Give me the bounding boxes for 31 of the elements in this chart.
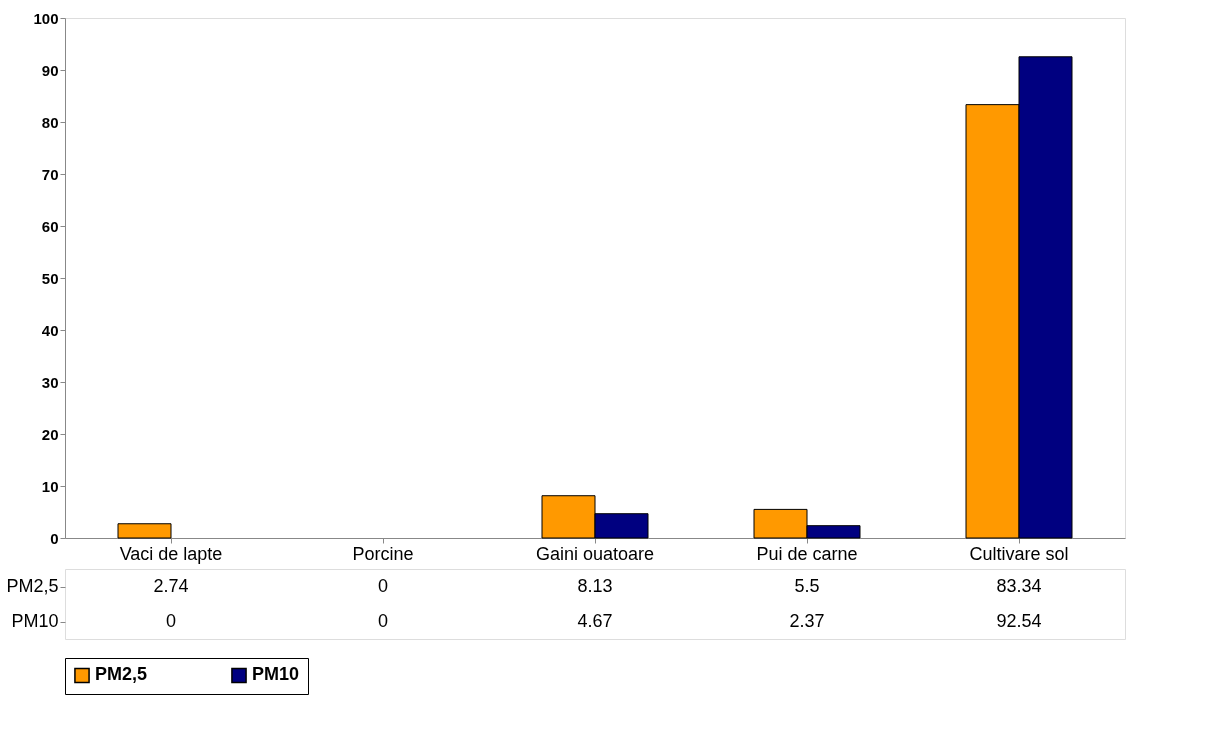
bar bbox=[117, 523, 172, 539]
data-label: 0 bbox=[165, 610, 177, 631]
data-label: 2.74 bbox=[153, 575, 189, 596]
x-tick-label: Gaini ouatoare bbox=[535, 543, 655, 564]
y-tick-label: 10 bbox=[41, 477, 59, 495]
data-label: 0 bbox=[377, 575, 389, 596]
x-tick-label: Porcine bbox=[352, 543, 414, 564]
y-tick-label: 30 bbox=[41, 373, 59, 391]
y-tick-label: 100 bbox=[33, 9, 59, 27]
y-tick-label: 80 bbox=[41, 113, 59, 131]
x-tick-label: Cultivare sol bbox=[969, 543, 1069, 564]
data-label: 92.54 bbox=[996, 610, 1042, 631]
data-label: 2.37 bbox=[789, 610, 825, 631]
y-tick-label: 90 bbox=[41, 61, 59, 79]
legend-label: PM10 bbox=[252, 664, 300, 685]
data-label: 83.34 bbox=[996, 575, 1042, 596]
y-tick-label: 0 bbox=[50, 529, 59, 547]
y-tick-label: 70 bbox=[41, 165, 59, 183]
x-tick-label: Pui de carne bbox=[756, 543, 858, 564]
legend-label: PM2,5 bbox=[95, 664, 148, 685]
data-label: 0 bbox=[377, 610, 389, 631]
text: PM2,5 bbox=[6, 576, 59, 596]
y-tick-label: 50 bbox=[41, 269, 59, 287]
y-tick-label: 20 bbox=[41, 425, 59, 443]
y-tick-label: 60 bbox=[41, 217, 59, 235]
data-label: 5.5 bbox=[794, 575, 820, 596]
data-label: 8.13 bbox=[577, 575, 613, 596]
y-tick-label: 40 bbox=[41, 321, 59, 339]
x-tick-label: Vaci de lapte bbox=[119, 543, 223, 564]
data-label: 4.67 bbox=[577, 610, 613, 631]
text: PM10 bbox=[11, 611, 59, 631]
